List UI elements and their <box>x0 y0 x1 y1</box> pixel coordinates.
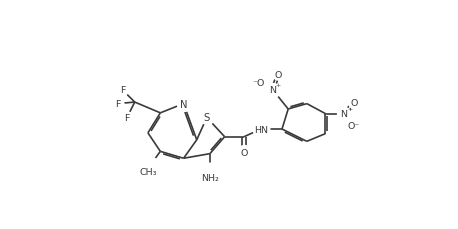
Text: O: O <box>240 148 248 157</box>
Text: F: F <box>120 86 125 95</box>
Text: HN: HN <box>254 125 268 134</box>
Text: O: O <box>350 99 358 108</box>
Text: F: F <box>124 113 130 123</box>
Text: O⁻: O⁻ <box>348 121 360 130</box>
Text: N: N <box>269 86 276 95</box>
Text: F: F <box>115 100 120 109</box>
Text: N: N <box>180 99 187 109</box>
Text: +: + <box>276 82 281 87</box>
Text: ⁻O: ⁻O <box>252 79 265 88</box>
Text: O: O <box>274 71 282 79</box>
Text: NH₂: NH₂ <box>201 173 219 182</box>
Text: +: + <box>347 106 352 111</box>
Text: N: N <box>340 110 348 119</box>
Text: CH₃: CH₃ <box>140 167 158 176</box>
Text: S: S <box>204 113 210 123</box>
